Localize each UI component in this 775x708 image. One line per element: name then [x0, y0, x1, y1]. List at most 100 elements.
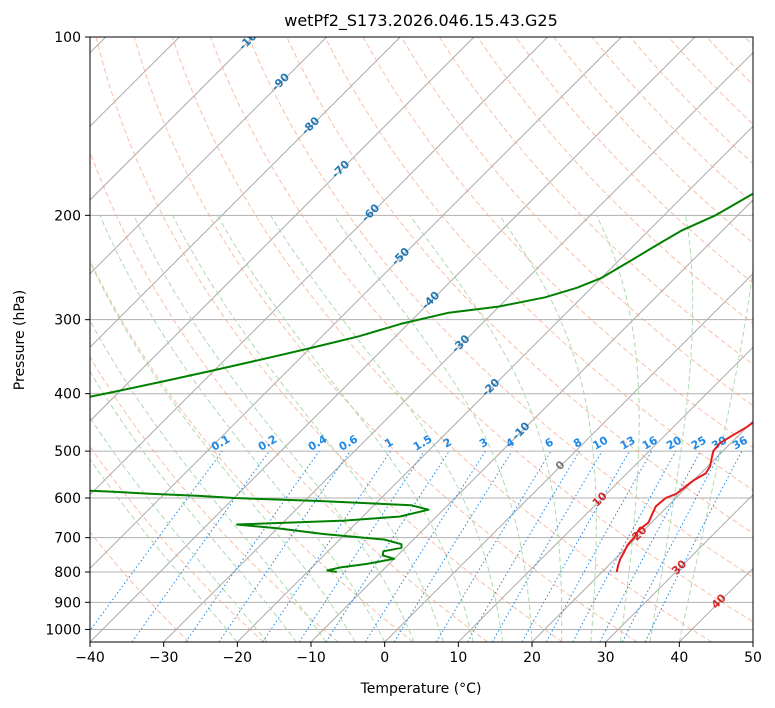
moist-adiabat-line: [217, 215, 474, 642]
mixing-ratio-label: 0.2: [256, 433, 279, 454]
moist-adiabat-line: [270, 215, 503, 642]
x-tick-label: −30: [149, 650, 179, 666]
mixing-ratio-label: 16: [640, 433, 660, 452]
mixing-ratio-line: [90, 450, 223, 632]
isotherm-label: -80: [299, 114, 322, 137]
moist-adiabat-line: [133, 215, 415, 642]
isotherm-label: 40: [709, 591, 729, 611]
temperature-profile-line: [615, 421, 753, 573]
isotherm-label: -20: [479, 376, 502, 399]
dry-adiabat-line: [706, 37, 753, 86]
isotherm-line: [90, 37, 328, 275]
x-tick-label: −40: [75, 650, 105, 666]
isotherm-line: [90, 37, 696, 642]
isotherm-line: [384, 272, 753, 642]
isotherm-label: 30: [669, 557, 689, 577]
mixing-ratio-line: [393, 450, 513, 642]
x-tick-label: 50: [744, 650, 762, 666]
background-lines: [90, 37, 753, 642]
isotherm-line: [236, 125, 753, 642]
isotherm-line: [457, 346, 753, 642]
moist-adiabat-line: [99, 215, 386, 642]
mixing-ratio-line: [185, 450, 320, 642]
mixing-ratio-label: 0.4: [306, 432, 330, 453]
dry-adiabat-line: [438, 37, 753, 366]
isotherm-line: [531, 420, 753, 642]
isotherm-line: [90, 37, 401, 349]
mixing-ratio-label: 13: [618, 434, 638, 453]
mixing-ratio-line: [599, 450, 701, 642]
x-tick-label: −10: [296, 650, 326, 666]
y-tick-label: 300: [54, 313, 81, 329]
dry-adiabat-line: [591, 37, 753, 204]
dry-adiabat-line: [744, 37, 753, 47]
y-tick-label: 200: [54, 208, 81, 224]
isotherm-line: [678, 567, 753, 642]
y-tick-label: 700: [54, 531, 81, 547]
mixing-ratio-line: [131, 450, 270, 642]
dry-adiabat-line: [90, 259, 414, 642]
isotherm-line: [90, 37, 549, 496]
moist-adiabat-line: [172, 215, 445, 642]
isotherm-line: [163, 51, 753, 642]
plot-frame: [89, 36, 754, 643]
isotherm-label: -60: [359, 201, 382, 224]
dry-adiabat-line: [90, 356, 339, 642]
profiles: [90, 192, 753, 573]
mixing-ratio-label: 10: [590, 433, 610, 452]
isotherm-line: [310, 199, 753, 642]
dry-adiabat-line: [90, 445, 264, 642]
mixing-ratio-line: [218, 450, 351, 642]
moist-adiabat-line: [678, 265, 753, 642]
dry-adiabat-line: [362, 37, 753, 449]
isotherm-line: [90, 37, 254, 201]
moist-adiabat-line: [90, 260, 356, 642]
dry-adiabat-line: [95, 37, 563, 642]
isotherm-label: 10: [590, 489, 610, 509]
mixing-ratio-label: 0.1: [209, 433, 232, 454]
mixing-ratio-line: [467, 450, 580, 642]
mixing-ratio-labels: 0.1 0.2 0.4 0.6 1 1.5 2 3 4 6 8 10 13 16 20 25 30 36: [209, 432, 750, 453]
isotherm-line: [752, 641, 753, 642]
y-tick-label: 800: [54, 565, 81, 581]
moist-adiabat-line: [596, 215, 640, 642]
x-axis-title: Temperature (°C): [360, 681, 482, 697]
dry-adiabat-line: [171, 37, 712, 642]
dry-adiabat-line: [90, 150, 488, 642]
mixing-ratio-line: [521, 450, 630, 642]
dry-adiabat-line: [90, 531, 190, 642]
isotherm-label: -50: [389, 245, 412, 268]
isotherm-label: -10: [509, 419, 532, 442]
y-axis-title: Pressure (hPa): [12, 290, 28, 390]
y-tick-label: 600: [54, 491, 81, 507]
dry-adiabat-line: [668, 37, 753, 125]
dry-adiabat-line: [324, 37, 753, 491]
moist-adiabat-line: [409, 215, 563, 642]
dry-adiabat-line: [400, 37, 753, 407]
y-tick-label: 400: [54, 387, 81, 403]
mixing-ratio-label: 25: [689, 434, 709, 453]
dry-adiabat-line: [210, 37, 753, 623]
x-tick-label: 40: [670, 650, 688, 666]
chart-title: wetPf2_S173.2026.046.15.43.G25: [284, 11, 558, 31]
y-tick-label: 500: [54, 444, 81, 460]
y-tick-label: 100: [54, 30, 81, 46]
mixing-ratio-line: [545, 450, 653, 642]
mixing-ratio-line: [644, 450, 743, 642]
moist-adiabat-line: [90, 458, 238, 642]
mixing-ratio-line: [262, 450, 392, 642]
isotherm-label: -100: [236, 24, 265, 53]
x-tick-label: 20: [523, 650, 541, 666]
dry-adiabat-line: [133, 37, 638, 642]
mixing-ratio-label: 0.6: [337, 432, 361, 453]
dry-adiabat-line: [248, 37, 753, 578]
dewpoint-profile-line: [90, 192, 753, 573]
moist-adiabat-line: [333, 215, 533, 642]
isotherm-label: -70: [329, 158, 352, 181]
mixing-ratio-label: 1.5: [411, 433, 434, 454]
mixing-ratio-line: [325, 450, 450, 642]
y-tick-label: 1000: [45, 622, 81, 638]
mixing-ratio-line: [298, 450, 425, 642]
mixing-ratio-line: [572, 450, 677, 642]
